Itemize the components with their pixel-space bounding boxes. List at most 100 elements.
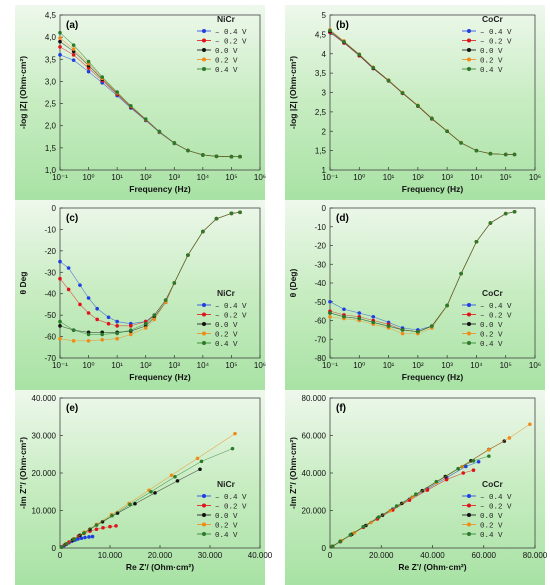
y-tick-label: 20.000 [302,507,327,516]
data-point [357,316,362,321]
legend-marker [467,513,471,517]
chart-panel-4: 10⁻¹ 10⁰ 10¹ 10² 10³ 10⁴ 10⁵ 10⁶ -80 -70 -60 -50 -40… [285,200,545,390]
data-point [488,151,493,156]
legend: CoCr – 0.4 V – 0.2 V0.0 V 0.2 V0.4 V [462,288,512,349]
data-point [342,307,346,312]
y-tick-label: 0 [52,544,57,553]
x-tick-label: 10³ [441,361,453,370]
x-tick-label: 30.000 [198,551,223,560]
legend-label: 0.4 V [480,341,503,349]
data-point [201,229,205,234]
data-point [173,474,177,479]
data-point [86,59,91,64]
x-tick-label: 10⁻¹ [52,173,68,182]
legend-marker [467,503,471,508]
data-point [95,306,99,311]
y-axis-label: θ (Deg) [288,268,298,297]
data-point [503,152,508,157]
x-tick-label: 10⁰ [83,361,95,370]
y-tick-label: -30 [44,268,56,277]
y-tick-label: -10 [314,223,326,232]
legend-label: – 0.2 V [215,504,247,512]
legend-label: 0.2 V [215,332,238,340]
data-point [238,154,242,159]
legend-label: 0.2 V [480,523,503,531]
data-point [76,537,80,541]
legend-label: 0.0 V [480,513,503,521]
data-point [128,328,133,332]
data-point [79,536,84,541]
data-point [115,319,119,324]
legend: CoCr – 0.4 V – 0.2 V0.0 V 0.2 V0.4 V [462,14,512,75]
data-point [71,58,76,62]
data-point [461,471,466,475]
panel-letter: (a) [66,20,78,31]
panel-letter: (d) [336,213,349,224]
x-tick-label: 10⁵ [225,173,237,182]
data-point [456,466,460,471]
data-point [474,239,479,244]
panel-background [15,390,265,585]
y-tick-label: 0 [52,204,57,213]
data-point [94,523,99,527]
data-point [106,315,111,320]
x-tick-label: 10² [412,173,424,182]
legend-marker [467,322,471,326]
legend-marker [202,303,206,307]
data-point [400,328,405,332]
data-point [445,303,449,308]
data-point [487,447,491,452]
x-tick-label: 10⁻¹ [52,361,68,370]
data-point [86,296,91,300]
data-point [87,535,91,539]
legend-label: – 0.4 V [215,303,247,311]
data-point [115,324,119,328]
legend-label: – 0.4 V [480,303,512,311]
panel-letter: (c) [66,213,78,224]
chart-panel-5: 0 10.000 20.000 30.000 40.000 0 10.000 20.000 30… [15,390,273,585]
panel-background [15,5,265,200]
legend-label: 0.2 V [215,523,238,531]
data-point [152,317,157,322]
chart-panel-6: 0 20.000 40.000 60.000 80.000 0 20.000 40.000 60… [285,390,548,585]
legend-marker [202,331,206,336]
x-tick-label: 40.000 [248,551,273,560]
data-point [459,141,463,145]
y-tick-label: 3 [322,89,327,98]
data-point [474,148,479,153]
data-point [153,491,157,495]
legend-title: CoCr [482,288,503,298]
data-point [86,66,91,70]
data-point [430,116,434,121]
legend-label: – 0.2 V [215,39,247,47]
data-point [71,328,76,332]
legend-marker [467,522,471,527]
x-tick-label: 10⁰ [353,361,365,370]
legend-label: 0.0 V [215,48,238,56]
data-point [238,210,242,215]
data-point [175,479,180,483]
legend-label: 0.0 V [215,322,238,330]
legend-marker [202,29,206,33]
data-point [152,313,157,317]
data-point [400,91,405,95]
data-point [186,253,190,257]
data-point [78,283,82,287]
data-point [163,298,168,302]
panel-background [285,5,545,200]
plot-frame [59,14,261,171]
x-tick-label: 10⁴ [470,173,483,182]
data-point [386,78,391,83]
x-tick-label: 80.000 [523,551,548,560]
y-tick-label: -10 [44,225,56,234]
x-tick-label: 10¹ [383,361,395,370]
x-tick-label: 10⁵ [225,361,237,370]
y-tick-label: 1 [322,166,327,175]
x-tick-label: 10⁶ [254,361,266,370]
y-tick-label: 0 [322,204,327,213]
y-tick-label: 10.000 [32,507,57,516]
legend-label: – 0.4 V [480,494,512,502]
chart-panel-1: 10⁻¹ 10⁰ 10¹ 10² 10³ 10⁴ 10⁵ 10⁶ 1,0 1,5 2,0 2,5 3,0… [15,5,266,200]
data-point [58,36,62,40]
x-tick-label: 10⁵ [500,173,512,182]
